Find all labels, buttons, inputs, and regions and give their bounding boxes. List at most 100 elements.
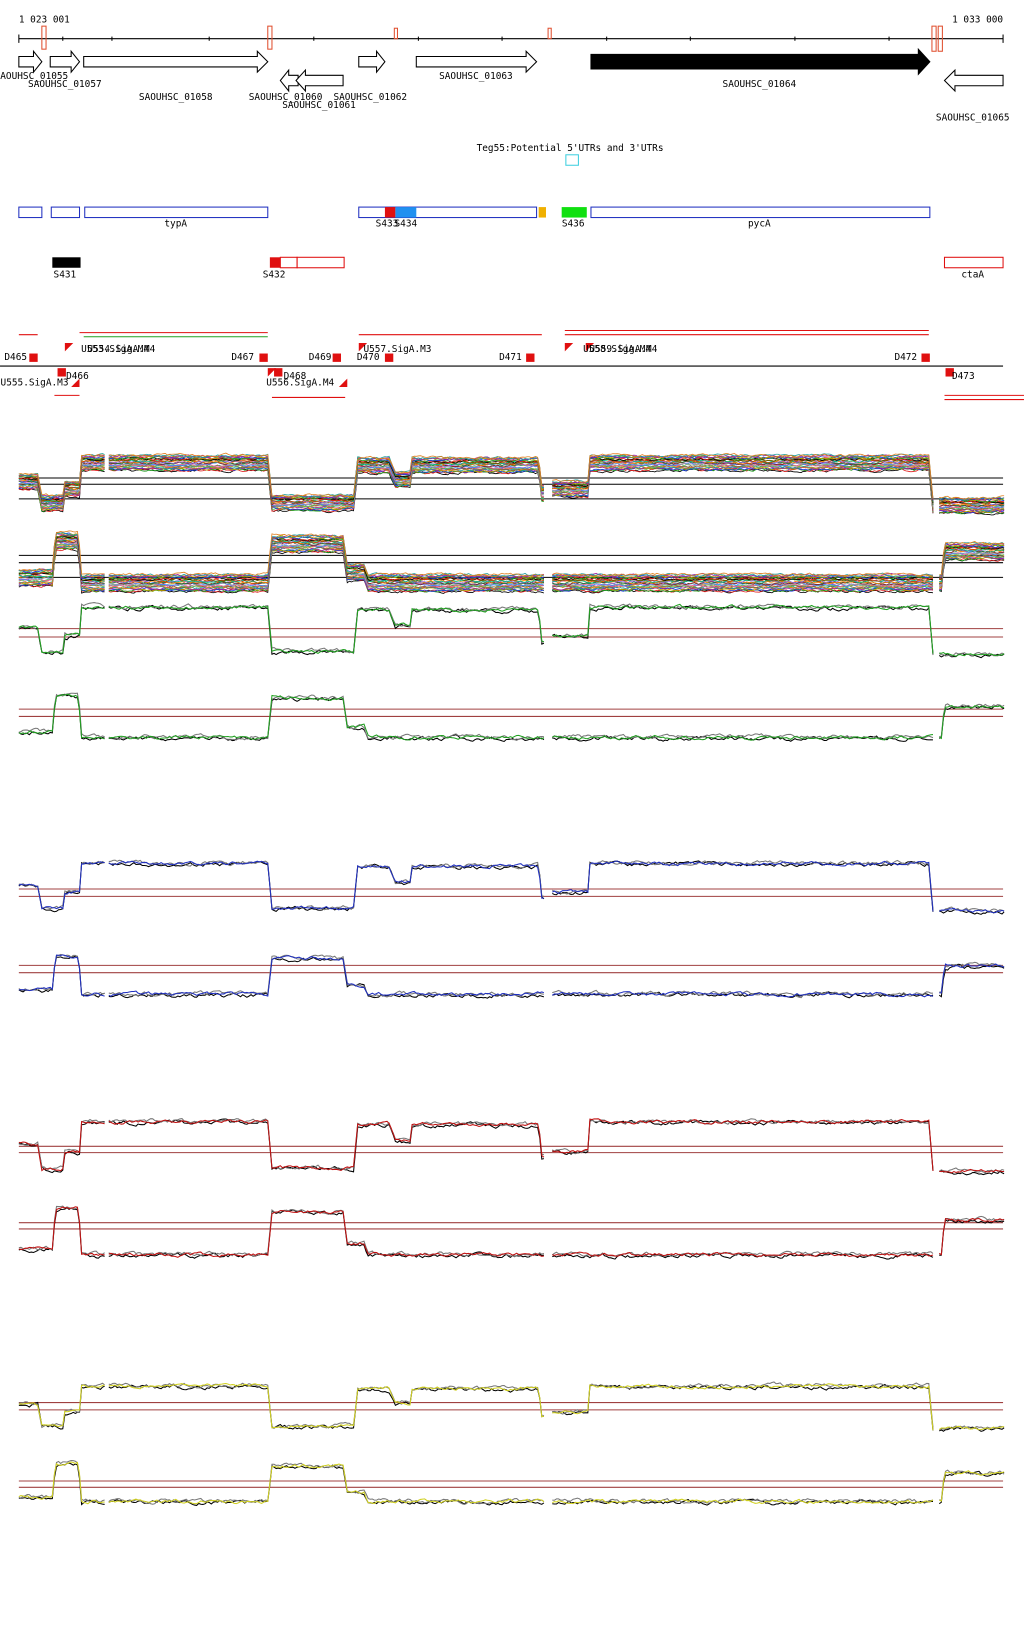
- trace: [18, 955, 1005, 999]
- promoter-label: D472: [894, 352, 917, 363]
- trace: [18, 547, 1005, 594]
- gene-label: SAOUHSC_01055: [0, 71, 68, 82]
- promoter-label: D468: [284, 371, 307, 382]
- trace: [18, 1462, 1005, 1506]
- trace: [18, 452, 1005, 500]
- ruler-markers: [41, 25, 943, 52]
- trace: [18, 860, 1005, 915]
- trace: [18, 458, 1005, 506]
- trace: [18, 532, 1005, 578]
- gene-label: SAOUHSC_01061: [282, 100, 356, 111]
- trace: [18, 693, 1005, 741]
- trace: [18, 954, 1005, 998]
- trace: [18, 1382, 1005, 1431]
- promoter-lines: [18, 329, 1024, 401]
- trace: [18, 1118, 1005, 1176]
- trace: [18, 461, 1005, 509]
- trace: [18, 1205, 1005, 1258]
- trace: [18, 543, 1005, 590]
- trace: [18, 1118, 1005, 1174]
- trace: [18, 536, 1005, 583]
- feature-fill: [561, 207, 587, 218]
- trace: [18, 602, 1005, 657]
- gene-label: SAOUHSC_01060: [249, 92, 323, 103]
- trace: [18, 467, 1005, 514]
- promoter-label: D470: [357, 352, 380, 363]
- feature-label: pycA: [748, 218, 771, 229]
- trace: [18, 693, 1005, 743]
- feature-label: ctaA: [961, 270, 984, 281]
- promoter-label: D471: [499, 352, 522, 363]
- trace: [18, 604, 1005, 659]
- trace: [18, 466, 1005, 514]
- trace: [18, 953, 1005, 999]
- feature-boxes: [279, 256, 1004, 269]
- gene-label: SAOUHSC_01065: [936, 113, 1010, 124]
- trace: [18, 1381, 1005, 1431]
- trace: [18, 603, 1005, 657]
- trace: [18, 543, 1005, 591]
- feature-label: S432: [263, 270, 286, 281]
- trace: [18, 532, 1005, 579]
- feature-fill: [384, 207, 396, 218]
- trace: [18, 463, 1005, 511]
- promoter-label: U556.SigA.M4: [266, 377, 334, 388]
- gene-label: SAOUHSC_01057: [28, 79, 102, 90]
- trace: [18, 537, 1005, 584]
- trace: [18, 467, 1005, 515]
- feature-fill: [538, 207, 546, 218]
- trace: [18, 534, 1005, 581]
- trace: [18, 464, 1005, 512]
- promoter-label: D466: [66, 371, 89, 382]
- utr-marker: [565, 154, 579, 166]
- promoter-label: D467: [231, 352, 254, 363]
- promoter-label: U559.SigA.M4: [589, 344, 657, 355]
- trace: [18, 1383, 1005, 1432]
- trace: [18, 1207, 1005, 1260]
- trace: [18, 454, 1005, 502]
- ruler-ticks: [18, 34, 1004, 43]
- promoter-label: U554.SigA.M4: [87, 344, 155, 355]
- trace: [18, 467, 1005, 516]
- trace: [18, 540, 1005, 586]
- gene-label: SAOUHSC_01062: [333, 92, 407, 103]
- promoter-marks: [29, 343, 954, 387]
- promoter-label: U558.SigA.M4: [583, 344, 651, 355]
- feature-boxes: [18, 206, 931, 219]
- expression-panels: [18, 452, 1005, 1506]
- trace: [18, 859, 1005, 912]
- gene-label: SAOUHSC_01063: [439, 71, 513, 82]
- feature-fill: [269, 257, 281, 268]
- feature-label: typA: [164, 218, 187, 229]
- feature-fill: [395, 207, 417, 218]
- trace: [18, 544, 1005, 591]
- trace: [18, 456, 1005, 504]
- trace: [18, 530, 1005, 577]
- promoter-label: U555.SigA.M3: [1, 377, 69, 388]
- trace: [18, 538, 1005, 586]
- trace: [18, 454, 1005, 501]
- gene-label: SAOUHSC_01058: [139, 92, 213, 103]
- trace: [18, 860, 1005, 914]
- track-title: Teg55:Potential 5'UTRs and 3'UTRs: [477, 143, 664, 154]
- trace: [18, 1459, 1005, 1506]
- promoter-label: D465: [4, 352, 27, 363]
- ruler-end: 1 033 000: [952, 14, 1003, 25]
- trace: [18, 534, 1005, 580]
- feature-label: S433: [376, 218, 399, 229]
- feature-label: S431: [54, 270, 77, 281]
- feature-label: S434: [395, 218, 418, 229]
- gene-label: SAOUHSC_01064: [723, 79, 797, 90]
- promoter-label: U557.SigA.M3: [363, 344, 431, 355]
- trace: [18, 543, 1005, 588]
- gene-arrows: [18, 47, 1004, 93]
- trace: [18, 1461, 1005, 1505]
- promoter-label: D473: [952, 371, 975, 382]
- feature-fill: [52, 257, 81, 268]
- promoter-label: D469: [309, 352, 332, 363]
- ruler-start: 1 023 001: [19, 14, 70, 25]
- feature-label: S436: [562, 218, 585, 229]
- promoter-label: U553.SigA.M4: [81, 344, 149, 355]
- trace: [18, 1206, 1005, 1258]
